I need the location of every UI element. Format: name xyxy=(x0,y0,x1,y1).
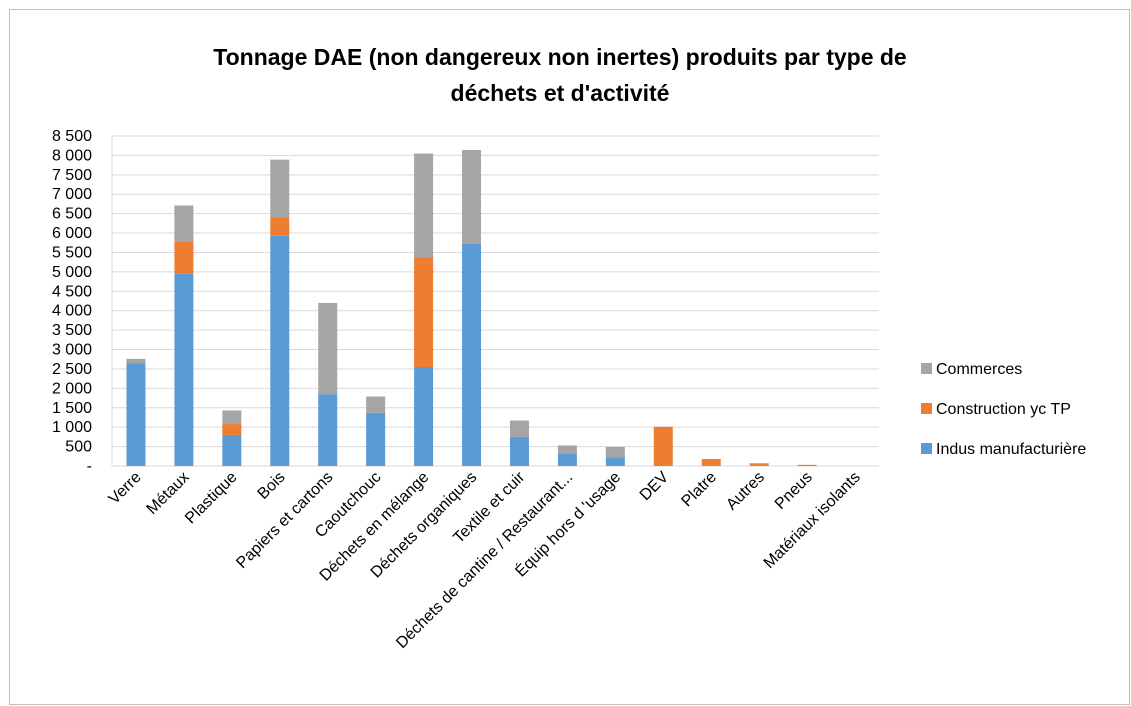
x-tick-label: Déchets de cantine / Restaurant... xyxy=(393,469,576,652)
y-tick-label: 6 000 xyxy=(52,225,92,242)
bar-segment xyxy=(605,446,625,458)
legend-label: Construction yc TP xyxy=(936,401,1071,418)
bar-segment xyxy=(222,424,242,435)
bar-segment xyxy=(414,257,434,367)
bar-segment xyxy=(174,241,194,274)
chart-frame xyxy=(9,9,1130,705)
y-tick-label: 5 500 xyxy=(52,244,92,261)
bar-segment xyxy=(462,149,482,244)
y-tick-label: 6 500 xyxy=(52,206,92,223)
legend-label: Commerces xyxy=(936,361,1022,378)
bar-segment xyxy=(509,436,529,466)
bar-segment xyxy=(126,358,146,364)
x-tick-label: Plastique xyxy=(182,469,241,528)
bar-segment xyxy=(557,453,577,466)
x-tick-label: Autres xyxy=(723,469,768,514)
bar-segment xyxy=(462,243,482,466)
x-tick-label: Verre xyxy=(106,469,145,508)
bar-segment xyxy=(174,205,194,242)
legend-swatch xyxy=(921,363,932,374)
bar-segment xyxy=(653,426,673,466)
y-tick-label: 2 500 xyxy=(52,361,92,378)
bar-segment xyxy=(270,159,290,218)
bar-segment xyxy=(509,420,529,437)
legend-label: Indus manufacturière xyxy=(936,441,1086,458)
x-tick-label: Platre xyxy=(678,469,720,511)
chart-title-line-2: déchets et d'activité xyxy=(451,80,670,106)
y-tick-label: 7 500 xyxy=(52,167,92,184)
bar-segment xyxy=(605,457,625,466)
bar-segment xyxy=(414,367,434,466)
y-tick-label: 5 000 xyxy=(52,264,92,281)
y-tick-label: 1 000 xyxy=(52,419,92,436)
y-tick-label: 3 000 xyxy=(52,342,92,359)
bar-segment xyxy=(222,410,242,425)
bar-segment xyxy=(222,434,242,466)
x-tick-label: DEV xyxy=(637,469,673,505)
bars xyxy=(126,149,817,466)
legend: Commerces Construction yc TP Indus manufac… xyxy=(921,361,1086,458)
y-tick-label: 1 500 xyxy=(52,400,92,417)
bar-segment xyxy=(366,396,386,413)
y-axis-tick-labels: - 500 1 000 1 500 2 000 2 500 3 000 3 500 4 000 4… xyxy=(52,128,92,475)
bar-segment xyxy=(270,235,290,466)
y-tick-label: 8 000 xyxy=(52,147,92,164)
y-tick-label: 8 500 xyxy=(52,128,92,145)
y-tick-label: 4 000 xyxy=(52,303,92,320)
bar-segment xyxy=(174,273,194,466)
y-tick-label: 500 xyxy=(65,439,92,456)
x-tick-label: Bois xyxy=(255,469,289,503)
y-tick-label: 7 000 xyxy=(52,186,92,203)
x-tick-label: Pneus xyxy=(772,469,816,513)
y-tick-label: 4 500 xyxy=(52,283,92,300)
bar-segment xyxy=(414,153,434,258)
bar-segment xyxy=(270,217,290,236)
y-tick-label: 3 500 xyxy=(52,322,92,339)
bar-segment xyxy=(318,302,338,395)
legend-swatch xyxy=(921,403,932,414)
bar-segment xyxy=(366,412,386,466)
x-tick-label: Métaux xyxy=(144,469,193,518)
bar-segment xyxy=(126,363,146,466)
bar-segment xyxy=(557,445,577,454)
legend-swatch xyxy=(921,443,932,454)
chart-title-line-1: Tonnage DAE (non dangereux non inertes) … xyxy=(213,44,906,70)
bar-segment xyxy=(797,464,817,466)
y-tick-label: - xyxy=(87,458,92,475)
bar-segment xyxy=(749,463,769,466)
y-tick-label: 2 000 xyxy=(52,380,92,397)
bar-segment xyxy=(701,459,721,466)
bar-segment xyxy=(318,394,338,466)
